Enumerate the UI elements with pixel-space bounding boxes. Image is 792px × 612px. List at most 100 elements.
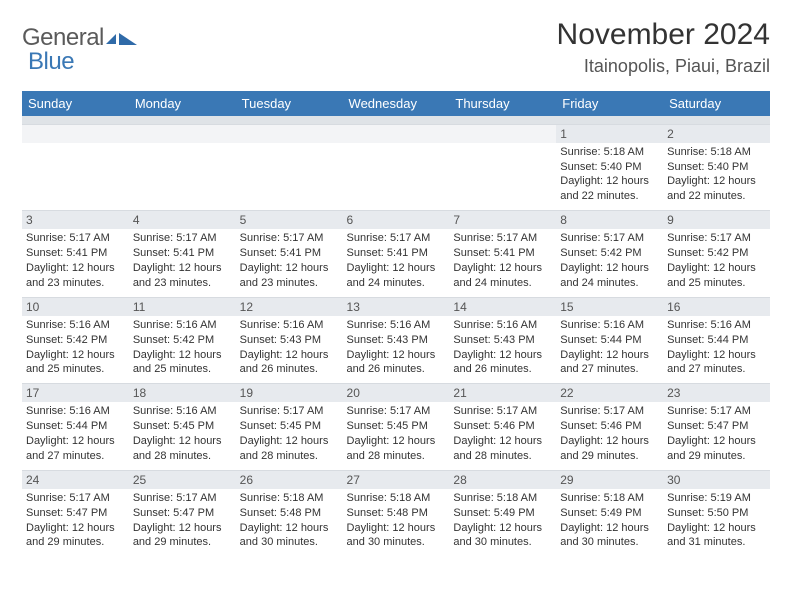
day-number: 4: [129, 211, 236, 229]
day-info-line: Sunrise: 5:17 AM: [347, 231, 446, 246]
calendar-day-cell: 7Sunrise: 5:17 AMSunset: 5:41 PMDaylight…: [449, 211, 556, 298]
day-info-line: and 28 minutes.: [453, 449, 552, 464]
day-info-line: Sunrise: 5:16 AM: [26, 318, 125, 333]
day-number: 26: [236, 471, 343, 489]
day-info-line: Daylight: 12 hours: [26, 348, 125, 363]
day-info-line: Daylight: 12 hours: [347, 434, 446, 449]
day-number: 11: [129, 298, 236, 316]
day-number: 8: [556, 211, 663, 229]
day-info-line: Daylight: 12 hours: [453, 261, 552, 276]
calendar-week-row: 24Sunrise: 5:17 AMSunset: 5:47 PMDayligh…: [22, 470, 770, 556]
day-info-line: Sunset: 5:47 PM: [133, 506, 232, 521]
calendar-day-cell: 12Sunrise: 5:16 AMSunset: 5:43 PMDayligh…: [236, 297, 343, 384]
day-info-line: Sunrise: 5:16 AM: [133, 404, 232, 419]
day-info-line: Sunrise: 5:17 AM: [453, 404, 552, 419]
day-info-line: Sunrise: 5:17 AM: [667, 231, 766, 246]
location-subtitle: Itainopolis, Piaui, Brazil: [557, 56, 770, 77]
day-info-line: Sunset: 5:42 PM: [667, 246, 766, 261]
day-info-line: and 30 minutes.: [453, 535, 552, 550]
day-number: 7: [449, 211, 556, 229]
day-number: 20: [343, 384, 450, 402]
day-number: 2: [663, 125, 770, 143]
day-info-line: Sunset: 5:45 PM: [347, 419, 446, 434]
day-info-line: and 23 minutes.: [133, 276, 232, 291]
brand-sail-icon: [119, 33, 137, 45]
title-block: November 2024 Itainopolis, Piaui, Brazil: [557, 18, 770, 77]
day-info-line: and 29 minutes.: [26, 535, 125, 550]
day-info-line: Sunrise: 5:17 AM: [26, 231, 125, 246]
header: General November 2024 Itainopolis, Piaui…: [22, 18, 770, 77]
day-header-sun: Sunday: [22, 91, 129, 116]
calendar-day-cell: 9Sunrise: 5:17 AMSunset: 5:42 PMDaylight…: [663, 211, 770, 298]
calendar-day-cell: 10Sunrise: 5:16 AMSunset: 5:42 PMDayligh…: [22, 297, 129, 384]
calendar-day-cell: 1Sunrise: 5:18 AMSunset: 5:40 PMDaylight…: [556, 124, 663, 211]
day-info-line: and 22 minutes.: [667, 189, 766, 204]
brand-word-2: Blue: [28, 48, 74, 75]
calendar-day-cell: 17Sunrise: 5:16 AMSunset: 5:44 PMDayligh…: [22, 384, 129, 471]
day-info-line: Sunrise: 5:16 AM: [133, 318, 232, 333]
day-info-line: Sunrise: 5:17 AM: [240, 404, 339, 419]
calendar-day-cell: 15Sunrise: 5:16 AMSunset: 5:44 PMDayligh…: [556, 297, 663, 384]
calendar-page: General November 2024 Itainopolis, Piaui…: [0, 0, 792, 612]
day-info-line: Daylight: 12 hours: [667, 261, 766, 276]
day-info-line: and 27 minutes.: [560, 362, 659, 377]
day-info-line: and 29 minutes.: [667, 449, 766, 464]
day-info-line: and 27 minutes.: [667, 362, 766, 377]
day-header-tue: Tuesday: [236, 91, 343, 116]
day-info-line: Daylight: 12 hours: [26, 261, 125, 276]
calendar-body: 1Sunrise: 5:18 AMSunset: 5:40 PMDaylight…: [22, 124, 770, 556]
day-info-line: Daylight: 12 hours: [453, 348, 552, 363]
day-header-fri: Friday: [556, 91, 663, 116]
day-info-line: Sunset: 5:49 PM: [560, 506, 659, 521]
calendar-day-cell: 30Sunrise: 5:19 AMSunset: 5:50 PMDayligh…: [663, 470, 770, 556]
day-info-line: and 26 minutes.: [347, 362, 446, 377]
calendar-day-cell: [22, 124, 129, 211]
day-info-line: Sunrise: 5:17 AM: [560, 231, 659, 246]
day-number: [449, 125, 556, 143]
day-info-line: and 30 minutes.: [240, 535, 339, 550]
brand-word-2-wrap: Blue: [28, 48, 74, 76]
day-info-line: Daylight: 12 hours: [26, 434, 125, 449]
day-info-line: Sunrise: 5:19 AM: [667, 491, 766, 506]
day-info-line: Sunset: 5:45 PM: [240, 419, 339, 434]
day-info-line: Sunrise: 5:17 AM: [453, 231, 552, 246]
day-info-line: Sunrise: 5:16 AM: [453, 318, 552, 333]
day-info-line: and 26 minutes.: [240, 362, 339, 377]
calendar-week-row: 10Sunrise: 5:16 AMSunset: 5:42 PMDayligh…: [22, 297, 770, 384]
day-info-line: Sunset: 5:46 PM: [560, 419, 659, 434]
day-info-line: Sunset: 5:49 PM: [453, 506, 552, 521]
day-info-line: and 26 minutes.: [453, 362, 552, 377]
day-info-line: Sunset: 5:41 PM: [240, 246, 339, 261]
day-info-line: Daylight: 12 hours: [560, 434, 659, 449]
day-number: 14: [449, 298, 556, 316]
day-info-line: and 28 minutes.: [133, 449, 232, 464]
day-info-line: Sunset: 5:48 PM: [347, 506, 446, 521]
day-info-line: Daylight: 12 hours: [133, 434, 232, 449]
day-info-line: Daylight: 12 hours: [240, 261, 339, 276]
day-info-line: and 25 minutes.: [667, 276, 766, 291]
calendar-day-cell: [449, 124, 556, 211]
day-info-line: Sunrise: 5:17 AM: [133, 491, 232, 506]
day-info-line: Sunrise: 5:17 AM: [26, 491, 125, 506]
calendar-day-cell: 25Sunrise: 5:17 AMSunset: 5:47 PMDayligh…: [129, 470, 236, 556]
calendar-day-cell: 3Sunrise: 5:17 AMSunset: 5:41 PMDaylight…: [22, 211, 129, 298]
day-info-line: Daylight: 12 hours: [667, 434, 766, 449]
day-info-line: Daylight: 12 hours: [560, 174, 659, 189]
day-info-line: Sunset: 5:44 PM: [667, 333, 766, 348]
calendar-subheader-cell: [22, 116, 770, 124]
calendar-day-cell: 29Sunrise: 5:18 AMSunset: 5:49 PMDayligh…: [556, 470, 663, 556]
day-info-line: Sunset: 5:44 PM: [26, 419, 125, 434]
day-info-line: and 29 minutes.: [560, 449, 659, 464]
day-info-line: Sunset: 5:45 PM: [133, 419, 232, 434]
day-info-line: Daylight: 12 hours: [667, 521, 766, 536]
day-number: [129, 125, 236, 143]
day-header-sat: Saturday: [663, 91, 770, 116]
day-info-line: Daylight: 12 hours: [667, 174, 766, 189]
day-info-line: Daylight: 12 hours: [347, 261, 446, 276]
day-number: 15: [556, 298, 663, 316]
day-number: 27: [343, 471, 450, 489]
day-info-line: Sunset: 5:43 PM: [347, 333, 446, 348]
day-info-line: and 23 minutes.: [240, 276, 339, 291]
calendar-day-cell: [343, 124, 450, 211]
calendar-day-cell: 22Sunrise: 5:17 AMSunset: 5:46 PMDayligh…: [556, 384, 663, 471]
